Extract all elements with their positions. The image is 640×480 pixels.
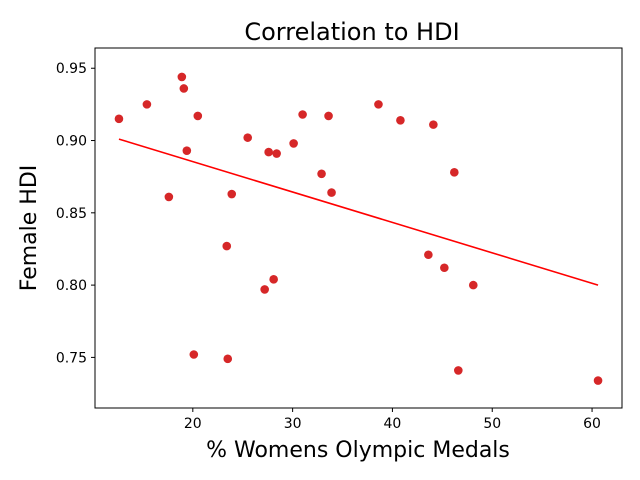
data-point [424,250,433,260]
data-point [114,114,124,124]
data-point [269,275,278,284]
data-point [396,115,405,125]
data-point [164,192,174,202]
y-tick-label: 0.90 [56,134,87,150]
data-point [317,169,326,179]
y-tick-label: 0.95 [56,61,87,77]
data-point [440,263,449,273]
data-points [114,72,603,385]
data-point [454,366,463,375]
data-point [223,354,233,364]
trend-line-group [118,138,599,286]
data-point [327,188,336,197]
data-point [227,189,237,199]
axes: 20 30 40 50 60 0.75 0.80 0.85 0.90 0.95 [56,47,623,432]
data-point [264,147,273,157]
data-point [450,168,459,177]
data-point [193,111,203,121]
x-tick-label: 60 [583,416,601,432]
data-point [182,146,192,155]
y-tick-label: 0.85 [56,206,87,222]
y-tick-label: 0.80 [56,278,87,294]
x-tick-label: 30 [284,416,302,432]
x-axis-label: % Womens Olympic Medals [206,438,510,463]
data-point [324,111,333,121]
data-point [289,139,298,148]
y-tick-label: 0.75 [56,350,87,366]
data-point [298,110,307,119]
data-point [272,149,281,158]
data-point [243,133,253,142]
data-point [260,285,269,294]
data-point [222,241,232,251]
y-axis-label: Female HDI [17,165,42,292]
data-point [179,84,189,93]
data-point [593,376,603,385]
chart-title: Correlation to HDI [244,18,459,46]
data-point [189,350,199,359]
data-point [177,72,187,82]
axes-frame [94,47,623,409]
x-tick-label: 20 [184,416,202,432]
trend-line [118,138,599,286]
data-point [374,100,383,109]
x-tick-label: 40 [384,416,402,432]
x-tick-label: 50 [483,416,501,432]
data-point [142,100,152,109]
data-point [468,280,478,290]
data-point [429,120,438,129]
